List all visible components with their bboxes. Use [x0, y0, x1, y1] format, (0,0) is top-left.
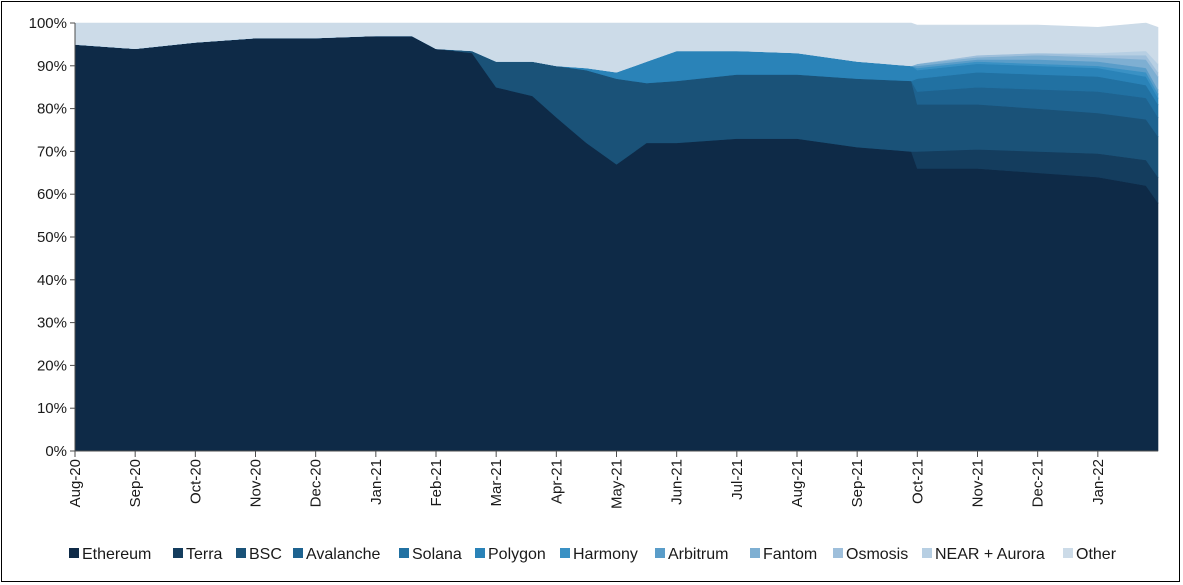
legend-label: Solana	[412, 546, 462, 563]
x-tick-label: Oct-21	[909, 459, 926, 504]
legend-item-fantom: Fantom	[750, 546, 817, 563]
x-tick-label: Aug-21	[789, 459, 806, 507]
x-tick-label: Apr-21	[548, 459, 565, 504]
y-tick-label: 40%	[37, 272, 67, 289]
x-tick-label: Oct-20	[187, 459, 204, 504]
axes: 0% 10% 20% 30% 40% 50% 60% 70% 80% 90% 100% Aug-20 S…	[29, 15, 1158, 509]
legend-swatch	[293, 548, 303, 558]
legend-label: Fantom	[763, 546, 817, 563]
x-tick-label: Nov-21	[970, 459, 987, 507]
x-tick-label: Aug-20	[67, 459, 84, 507]
y-tick-label: 80%	[37, 101, 67, 118]
legend-label: NEAR + Aurora	[935, 546, 1045, 563]
x-tick-label: Feb-21	[428, 459, 445, 507]
legend-label: Other	[1076, 546, 1117, 563]
legend-swatch	[1063, 548, 1073, 558]
legend-label: Avalanche	[306, 546, 381, 563]
x-tick-label: Dec-20	[308, 459, 325, 507]
x-tick-label: Sep-20	[127, 459, 144, 507]
y-tick-label: 90%	[37, 58, 67, 75]
y-tick-label: 50%	[37, 229, 67, 246]
legend-label: Osmosis	[846, 546, 908, 563]
legend-swatch	[655, 548, 665, 558]
x-tick-label: Jun-21	[669, 459, 686, 505]
legend-item-solana: Solana	[399, 546, 462, 563]
legend-swatch	[922, 548, 932, 558]
legend-item-other: Other	[1063, 546, 1117, 563]
y-tick-label: 20%	[37, 357, 67, 374]
legend-swatch	[236, 548, 246, 558]
x-tick-label: Dec-21	[1030, 459, 1047, 507]
legend-label: BSC	[249, 546, 282, 563]
x-tick-label: May-21	[609, 459, 626, 509]
legend-label: Ethereum	[82, 546, 151, 563]
legend-swatch	[560, 548, 570, 558]
y-tick-label: 30%	[37, 315, 67, 332]
x-tick-label: Mar-21	[488, 459, 505, 507]
legend-swatch	[475, 548, 485, 558]
x-tick-label: Jan-21	[368, 459, 385, 505]
legend: Ethereum Terra BSC Avalanche Solana Polygon Ha…	[69, 546, 1117, 563]
legend-swatch	[833, 548, 843, 558]
legend-item-ethereum: Ethereum	[69, 546, 151, 563]
legend-item-polygon: Polygon	[475, 546, 546, 563]
legend-item-terra: Terra	[173, 546, 223, 563]
legend-swatch	[750, 548, 760, 558]
legend-item-harmony: Harmony	[560, 546, 638, 563]
area-layer	[74, 22, 1159, 452]
legend-item-bsc: BSC	[236, 546, 282, 563]
legend-swatch	[399, 548, 409, 558]
area-other	[74, 22, 1159, 73]
x-tick-label: Jan-22	[1090, 459, 1107, 505]
legend-item-osmosis: Osmosis	[833, 546, 908, 563]
x-tick-label: Nov-20	[248, 459, 265, 507]
legend-label: Polygon	[488, 546, 546, 563]
legend-label: Terra	[186, 546, 223, 563]
legend-label: Arbitrum	[668, 546, 728, 563]
legend-item-avalanche: Avalanche	[293, 546, 381, 563]
y-tick-label: 100%	[29, 15, 67, 32]
legend-item-near-aurora: NEAR + Aurora	[922, 546, 1045, 563]
legend-label: Harmony	[573, 546, 638, 563]
y-tick-label: 10%	[37, 400, 67, 417]
y-tick-label: 60%	[37, 186, 67, 203]
y-tick-label: 70%	[37, 143, 67, 160]
y-tick-label: 0%	[45, 443, 67, 460]
legend-swatch	[69, 548, 79, 558]
x-tick-label: Jul-21	[729, 459, 746, 500]
x-tick-label: Sep-21	[849, 459, 866, 507]
legend-swatch	[173, 548, 183, 558]
legend-item-arbitrum: Arbitrum	[655, 546, 728, 563]
